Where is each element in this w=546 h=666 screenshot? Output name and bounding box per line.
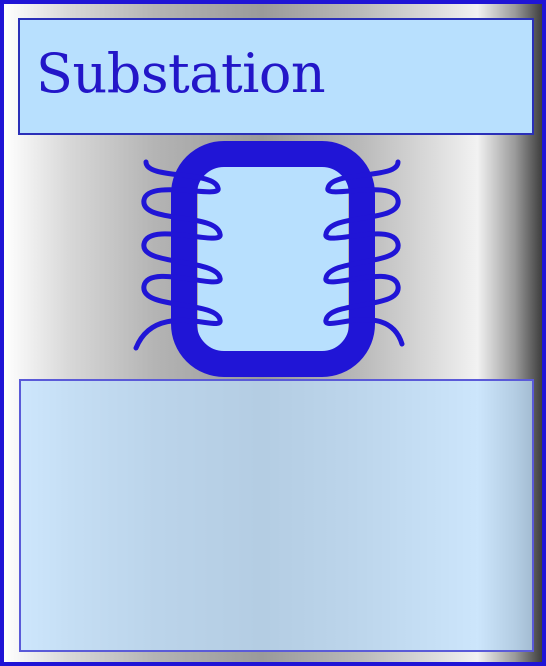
title-bar: Substation — [18, 18, 534, 135]
panel-title: Substation — [36, 42, 326, 105]
details-panel — [19, 379, 534, 652]
transformer-icon — [133, 141, 405, 377]
